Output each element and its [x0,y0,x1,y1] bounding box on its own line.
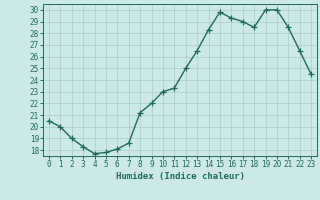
X-axis label: Humidex (Indice chaleur): Humidex (Indice chaleur) [116,172,244,181]
